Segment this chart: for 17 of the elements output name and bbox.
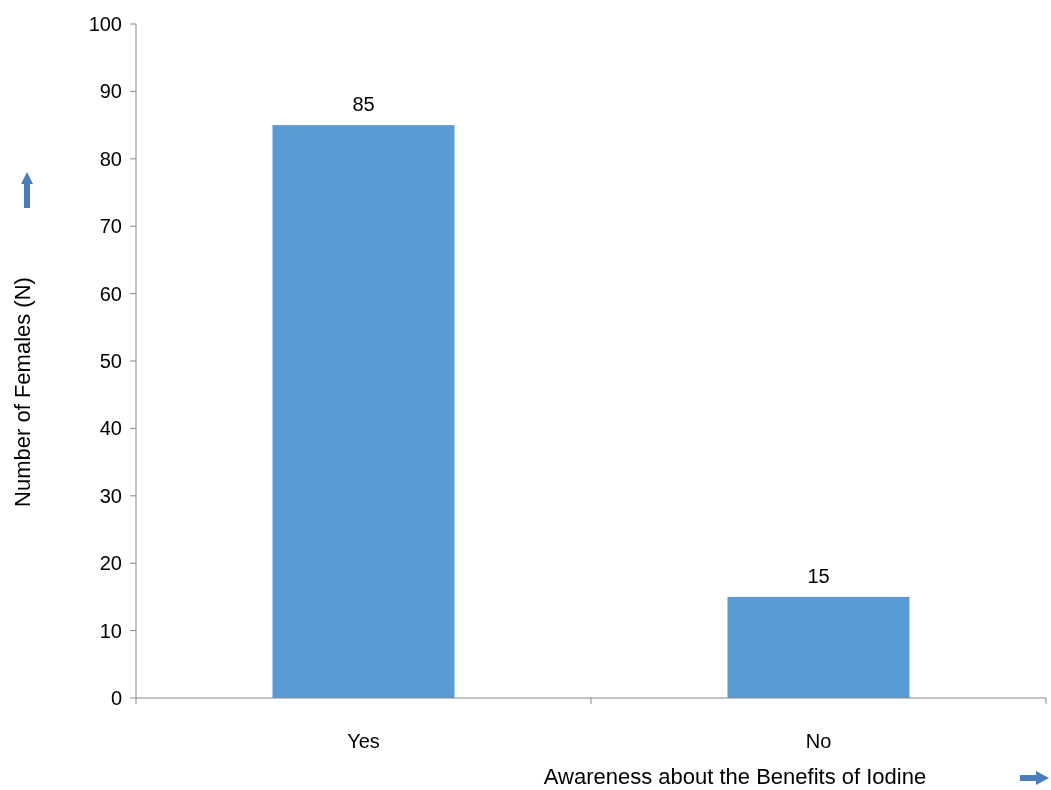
data-label: 15: [807, 564, 830, 587]
y-tick-label: 70: [99, 215, 122, 238]
y-axis-title: Number of Females (N): [10, 277, 35, 507]
y-tick-label: 80: [99, 147, 122, 170]
data-label: 85: [352, 93, 375, 116]
y-tick-label: 60: [99, 282, 122, 305]
y-tick-label: 40: [99, 417, 122, 440]
y-tick-label: 30: [99, 484, 122, 507]
y-tick-label: 100: [88, 13, 122, 35]
x-axis-title: Awareness about the Benefits of Iodine: [543, 764, 927, 789]
y-tick-label: 0: [110, 687, 122, 709]
y-tick-label: 50: [99, 350, 122, 372]
y-tick-label: 10: [99, 619, 122, 642]
y-tick-label: 90: [99, 80, 122, 103]
x-tick-label: Yes: [347, 730, 380, 752]
y-tick-label: 20: [99, 552, 122, 575]
x-tick-label: No: [805, 730, 832, 752]
